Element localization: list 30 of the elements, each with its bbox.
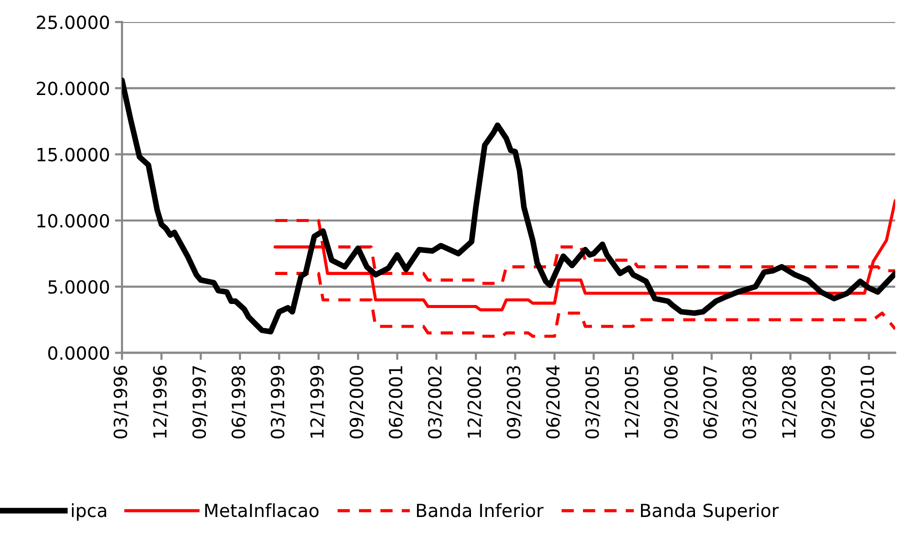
y-tick-label: 20.0000 [36, 82, 109, 96]
legend-label: Banda Inferior [416, 503, 544, 518]
x-tick-label: 06/2004 [546, 366, 562, 438]
x-tick-label: 06/1998 [232, 366, 247, 438]
x-tick-label: 03/2008 [742, 366, 758, 438]
x-tick-label: 03/1999 [270, 366, 286, 438]
y-tick-label: 15.0000 [38, 148, 109, 162]
y-tick-label: 5.0000 [48, 280, 109, 294]
legend-label: Banda Superior [640, 503, 779, 521]
x-tick-label: 09/2009 [821, 366, 836, 438]
y-tick-label: 25.0000 [36, 15, 109, 30]
legend-label: MetaInflacao [205, 503, 319, 518]
x-tick-label: 12/1999 [310, 366, 326, 438]
x-tick-label: 09/2000 [350, 366, 365, 438]
x-tick-label: 12/1996 [153, 366, 168, 438]
y-tick-label: 10.0000 [38, 214, 109, 228]
x-tick-label: 06/2001 [388, 366, 404, 438]
x-tick-label: 03/2002 [428, 366, 444, 438]
x-tick-label: 03/1996 [114, 366, 129, 438]
legend-label: ipca [72, 503, 106, 521]
x-tick-label: 12/2002 [467, 366, 483, 438]
x-tick-label: 06/2010 [860, 366, 876, 438]
y-tick-label: 0.0000 [48, 346, 109, 360]
x-tick-label: 09/1997 [192, 366, 208, 438]
x-tick-label: 09/2003 [506, 366, 522, 438]
x-tick-label: 09/2006 [664, 366, 680, 438]
x-tick-label: 06/2007 [703, 366, 718, 438]
x-tick-label: 03/2005 [585, 366, 600, 438]
x-tick-label: 12/2008 [782, 366, 798, 438]
x-tick-label: 12/2005 [624, 366, 640, 438]
